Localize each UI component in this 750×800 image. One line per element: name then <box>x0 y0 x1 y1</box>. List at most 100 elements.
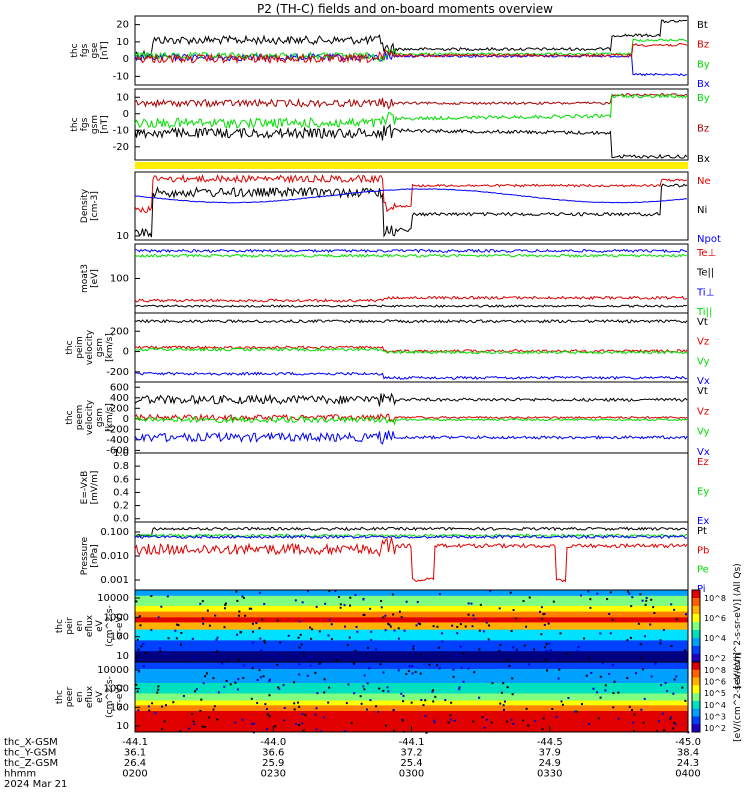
panel-ylabel: [km/s] <box>105 403 115 432</box>
spectrogram-speck <box>447 721 450 724</box>
spectrogram-speck <box>673 721 676 724</box>
panel-ylabel: peem <box>75 405 85 431</box>
spectrogram-speck <box>450 701 453 704</box>
y-tick-label: -10 <box>113 71 129 82</box>
spectrogram-speck <box>541 728 544 731</box>
spectrogram-speck <box>193 723 196 726</box>
y-tick-label: 1000 <box>104 612 129 623</box>
spectrogram-speck <box>142 642 145 645</box>
spectrogram-speck <box>202 682 205 685</box>
y-tick-label: 1.0 <box>113 448 129 459</box>
x-tick-label: 37.9 <box>539 748 561 759</box>
panel-peim-velocity: thc peim velocity gsm [km/s]200 0 -200 Vt Vz Vy Vx <box>65 312 710 387</box>
spectrogram-speck <box>515 648 518 651</box>
spectrogram-speck <box>361 657 364 660</box>
panel-density: Density [cm-3] 10 Ne Ni Npot <box>80 171 721 245</box>
spectrogram-speck <box>260 659 263 662</box>
spectrogram-speck <box>323 657 326 660</box>
spectrogram-speck <box>139 624 142 627</box>
spectrogram-speck <box>649 623 652 626</box>
spectrogram-speck <box>297 636 300 639</box>
y-tick-label: -10 <box>113 125 129 136</box>
x-tick-label: 24.3 <box>677 758 699 769</box>
spectrogram-speck <box>533 648 536 651</box>
legend-ti⊥: Ti⊥ <box>696 287 714 298</box>
spectrogram-speck <box>279 656 282 659</box>
spectrogram-speck <box>673 678 676 681</box>
series-line <box>134 412 688 423</box>
spectrogram-speck <box>216 636 219 639</box>
spectrogram-speck <box>454 657 457 660</box>
spectrogram-speck <box>511 677 514 680</box>
spectrogram-speck <box>238 614 241 617</box>
spectrogram-speck <box>597 717 600 720</box>
y-tick-label: 0 <box>123 54 129 65</box>
spectrogram-speck <box>473 618 476 621</box>
spectrogram-speck <box>608 673 611 676</box>
x-row-label: hhmm <box>4 769 36 780</box>
spectrogram-speck <box>407 670 410 673</box>
spectrogram-speck <box>389 625 392 628</box>
spectrogram-speck <box>525 625 528 628</box>
spectrogram-speck <box>402 700 405 703</box>
spectrogram-speck <box>212 708 215 711</box>
spectrogram-speck <box>225 679 228 682</box>
spectrogram-speck <box>138 615 141 618</box>
spectrogram-speck <box>433 719 436 722</box>
spectrogram-speck <box>633 713 636 716</box>
spectrogram-speck <box>304 714 307 717</box>
spectrogram-speck <box>512 609 515 612</box>
spectrogram-speck <box>599 696 602 699</box>
spectrogram-speck <box>179 730 182 733</box>
spectrogram-speck <box>378 687 381 690</box>
spectrogram-speck <box>639 593 642 596</box>
spectrogram-speck <box>324 602 327 605</box>
spectrogram-speck <box>202 622 205 625</box>
spectrogram-speck <box>523 644 526 647</box>
spectrogram-speck <box>151 702 154 705</box>
spectrogram-speck <box>135 600 138 603</box>
panel-ylabel: [mV/m] <box>90 471 100 505</box>
spectrogram-speck <box>467 613 470 616</box>
spectrogram-speck <box>352 662 355 665</box>
spectrogram-speck <box>459 645 462 648</box>
spectrogram-speck <box>555 715 558 718</box>
y-tick-label: 600 <box>110 382 129 393</box>
spectrogram-speck <box>548 642 551 645</box>
spectrogram-speck <box>462 652 465 655</box>
spectrogram-speck <box>271 654 274 657</box>
spectrogram-speck <box>587 657 590 660</box>
legend-by: By <box>697 93 710 104</box>
colorbar-tick-label: 10^8 <box>704 594 726 603</box>
spectrogram-speck <box>601 662 604 665</box>
spectrogram-speck <box>611 618 614 621</box>
spectrogram-speck <box>630 605 633 608</box>
spectrogram-speck <box>234 721 237 724</box>
spectrogram-speck <box>433 721 436 724</box>
y-tick-label: 20 <box>116 20 129 31</box>
spectrogram-speck <box>487 638 490 641</box>
spectrogram-speck <box>558 668 561 671</box>
spectrogram-speck <box>384 614 387 617</box>
spectrogram-speck <box>630 709 633 712</box>
panel-ylabel: peim <box>75 336 85 359</box>
series-line <box>134 123 688 159</box>
spectrogram-speck <box>629 636 632 639</box>
x-tick-label: 36.6 <box>262 748 284 759</box>
y-tick-label: 0.8 <box>113 461 129 472</box>
spectrogram-speck <box>251 722 254 725</box>
panel-ylabel: en <box>75 691 85 702</box>
spectrogram-speck <box>402 694 405 697</box>
spectrogram-speck <box>299 633 302 636</box>
panel-ylabel: velocity <box>85 329 95 365</box>
legend-bx: Bx <box>697 79 710 90</box>
spectrogram-speck <box>214 614 217 617</box>
y-tick-label: 0.0 <box>113 514 129 525</box>
spectrogram-speck <box>382 616 385 619</box>
y-tick-label: -200 <box>106 424 129 435</box>
spectrogram-speck <box>315 728 318 731</box>
spectrogram-speck <box>301 722 304 725</box>
x-row-label: thc_Y-GSM <box>4 748 56 759</box>
spectrogram-speck <box>307 590 310 593</box>
spectrogram-speck <box>573 710 576 713</box>
